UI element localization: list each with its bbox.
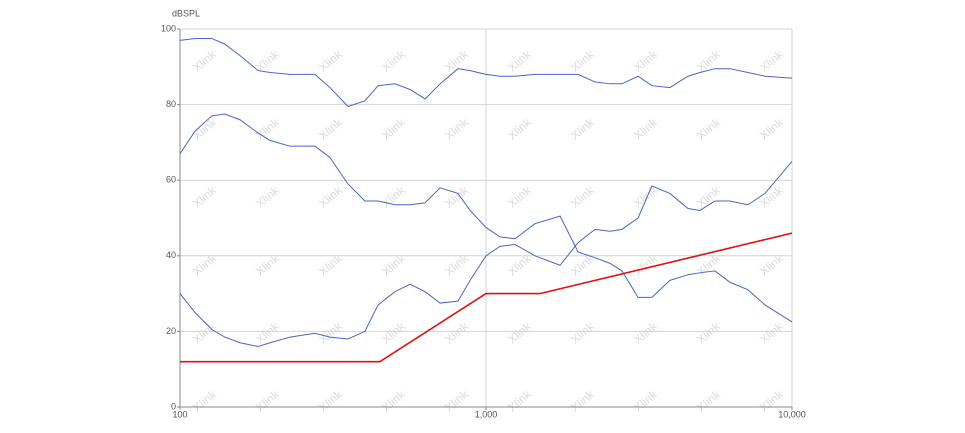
watermark: Xlink — [190, 183, 220, 211]
watermark: Xlink — [568, 183, 598, 211]
watermark: Xlink — [505, 319, 535, 347]
data-line — [179, 113, 793, 323]
watermark: Xlink — [379, 387, 409, 415]
watermark: Xlink — [631, 183, 661, 211]
watermark: Xlink — [568, 115, 598, 143]
watermark: Xlink — [631, 319, 661, 347]
watermark: Xlink — [316, 115, 346, 143]
y-tick-label: 0 — [171, 401, 176, 411]
watermark: Xlink — [505, 183, 535, 211]
watermark: Xlink — [379, 47, 409, 75]
watermark: Xlink — [694, 319, 724, 347]
x-tick-label: 1,000 — [475, 409, 498, 419]
y-axis-label: dBSPL — [172, 8, 200, 18]
watermark: Xlink — [190, 115, 220, 143]
watermark: Xlink — [757, 251, 787, 279]
x-tick-label: 100 — [172, 409, 187, 419]
watermark: Xlink — [253, 183, 283, 211]
y-tick-label: 20 — [166, 326, 176, 336]
watermark: Xlink — [190, 387, 220, 415]
watermark: Xlink — [757, 47, 787, 75]
watermark: Xlink — [631, 115, 661, 143]
data-line — [179, 37, 793, 108]
watermark: Xlink — [568, 387, 598, 415]
y-tick-label: 60 — [166, 175, 176, 185]
watermark: Xlink — [568, 251, 598, 279]
watermark: Xlink — [316, 251, 346, 279]
watermark: Xlink — [379, 251, 409, 279]
watermark: Xlink — [253, 387, 283, 415]
watermark: Xlink — [631, 47, 661, 75]
watermark: Xlink — [694, 183, 724, 211]
watermark: Xlink — [505, 115, 535, 143]
watermark: Xlink — [505, 47, 535, 75]
y-tick-label: 40 — [166, 250, 176, 260]
y-tick-label: 80 — [166, 99, 176, 109]
watermark: Xlink — [694, 115, 724, 143]
data-line — [179, 160, 793, 348]
watermark: Xlink — [442, 251, 472, 279]
watermark: Xlink — [568, 47, 598, 75]
watermark: Xlink — [190, 47, 220, 75]
watermark: Xlink — [442, 115, 472, 143]
watermark: Xlink — [379, 115, 409, 143]
watermark: Xlink — [631, 251, 661, 279]
watermark: Xlink — [757, 115, 787, 143]
watermark: Xlink — [442, 319, 472, 347]
watermark: Xlink — [631, 387, 661, 415]
watermark: Xlink — [757, 183, 787, 211]
watermark: Xlink — [379, 319, 409, 347]
watermark: Xlink — [253, 319, 283, 347]
watermark: Xlink — [757, 319, 787, 347]
watermark: Xlink — [379, 183, 409, 211]
watermark: Xlink — [190, 251, 220, 279]
watermark: Xlink — [253, 251, 283, 279]
watermark: Xlink — [505, 387, 535, 415]
watermark: Xlink — [316, 183, 346, 211]
y-tick-label: 100 — [161, 23, 176, 33]
watermark: Xlink — [316, 319, 346, 347]
data-line — [180, 232, 793, 363]
watermark: Xlink — [505, 251, 535, 279]
watermark: Xlink — [694, 387, 724, 415]
x-tick-label: 10,000 — [778, 409, 806, 419]
watermark: Xlink — [568, 319, 598, 347]
watermark: Xlink — [316, 387, 346, 415]
watermark: Xlink — [316, 47, 346, 75]
watermark: Xlink — [442, 387, 472, 415]
